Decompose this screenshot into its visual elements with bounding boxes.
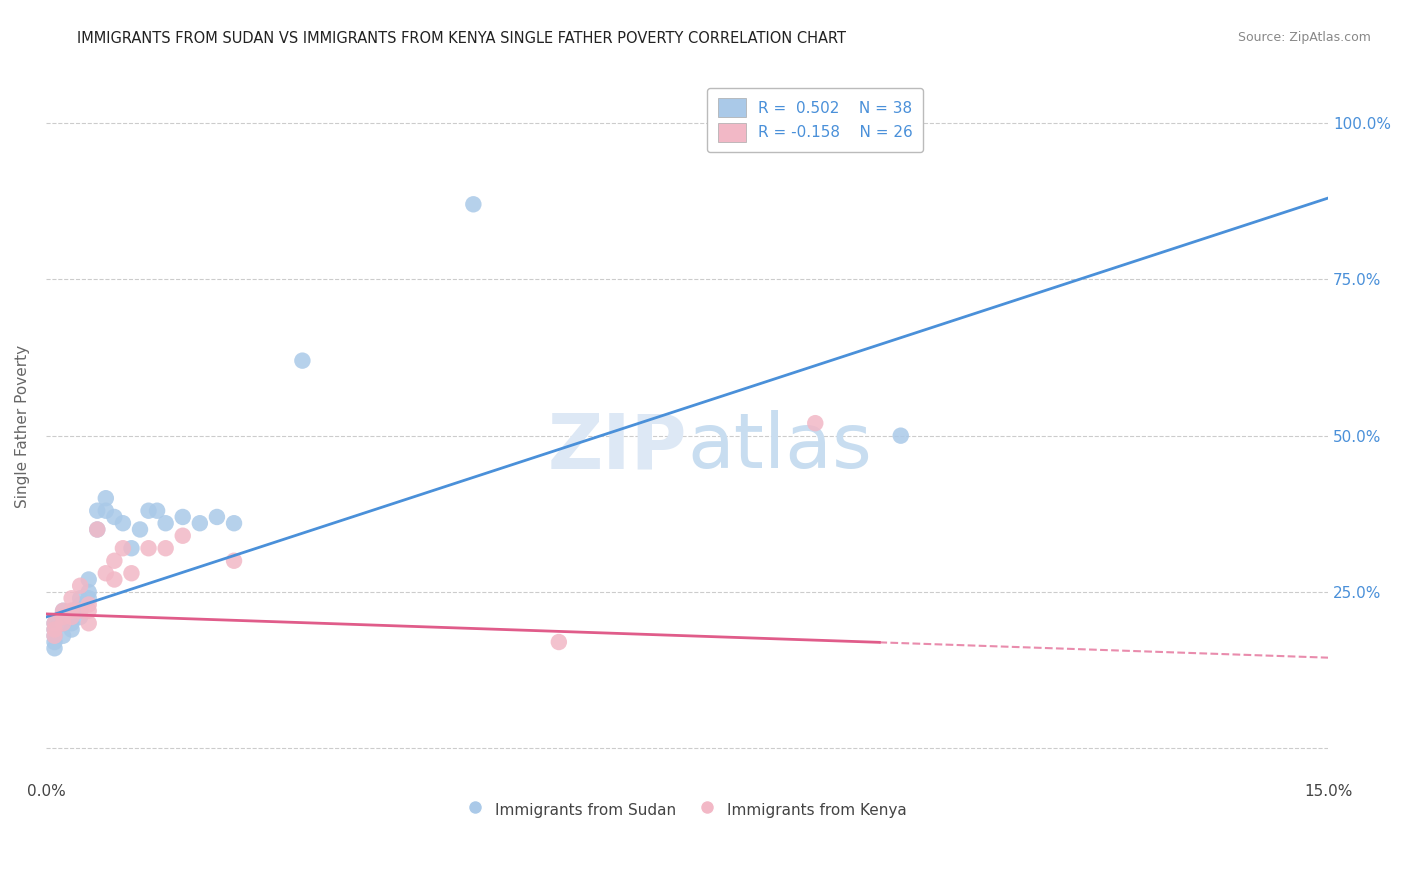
- Point: [804, 416, 827, 430]
- Point: [222, 554, 245, 568]
- Point: [52, 629, 75, 643]
- Legend: Immigrants from Sudan, Immigrants from Kenya: Immigrants from Sudan, Immigrants from K…: [461, 794, 912, 825]
- Point: [69, 579, 91, 593]
- Point: [111, 516, 134, 531]
- Point: [94, 566, 117, 581]
- Text: atlas: atlas: [688, 410, 872, 484]
- Point: [146, 504, 169, 518]
- Point: [86, 523, 108, 537]
- Point: [60, 604, 83, 618]
- Point: [60, 623, 83, 637]
- Point: [120, 566, 142, 581]
- Point: [103, 573, 125, 587]
- Point: [44, 623, 66, 637]
- Point: [69, 604, 91, 618]
- Point: [60, 591, 83, 606]
- Point: [44, 616, 66, 631]
- Y-axis label: Single Father Poverty: Single Father Poverty: [15, 344, 30, 508]
- Text: Source: ZipAtlas.com: Source: ZipAtlas.com: [1237, 31, 1371, 45]
- Point: [138, 541, 160, 556]
- Point: [44, 629, 66, 643]
- Point: [890, 428, 912, 442]
- Point: [138, 504, 160, 518]
- Point: [172, 510, 194, 524]
- Point: [52, 610, 75, 624]
- Point: [44, 623, 66, 637]
- Point: [52, 616, 75, 631]
- Point: [77, 598, 100, 612]
- Text: IMMIGRANTS FROM SUDAN VS IMMIGRANTS FROM KENYA SINGLE FATHER POVERTY CORRELATION: IMMIGRANTS FROM SUDAN VS IMMIGRANTS FROM…: [77, 31, 846, 46]
- Point: [69, 591, 91, 606]
- Point: [77, 573, 100, 587]
- Point: [188, 516, 211, 531]
- Point: [60, 610, 83, 624]
- Point: [222, 516, 245, 531]
- Point: [77, 585, 100, 599]
- Point: [205, 510, 228, 524]
- Point: [77, 604, 100, 618]
- Point: [155, 541, 177, 556]
- Point: [52, 604, 75, 618]
- Point: [44, 616, 66, 631]
- Point: [155, 516, 177, 531]
- Point: [463, 197, 485, 211]
- Point: [291, 353, 314, 368]
- Point: [86, 523, 108, 537]
- Point: [44, 641, 66, 656]
- Point: [69, 610, 91, 624]
- Point: [52, 616, 75, 631]
- Point: [172, 529, 194, 543]
- Point: [69, 604, 91, 618]
- Point: [60, 604, 83, 618]
- Point: [77, 616, 100, 631]
- Point: [44, 635, 66, 649]
- Point: [44, 629, 66, 643]
- Point: [52, 610, 75, 624]
- Point: [111, 541, 134, 556]
- Point: [129, 523, 152, 537]
- Point: [103, 510, 125, 524]
- Point: [86, 504, 108, 518]
- Point: [60, 616, 83, 631]
- Point: [77, 591, 100, 606]
- Point: [69, 598, 91, 612]
- Point: [52, 604, 75, 618]
- Point: [120, 541, 142, 556]
- Point: [94, 491, 117, 506]
- Point: [94, 504, 117, 518]
- Point: [547, 635, 569, 649]
- Point: [103, 554, 125, 568]
- Point: [60, 610, 83, 624]
- Text: ZIP: ZIP: [547, 410, 688, 484]
